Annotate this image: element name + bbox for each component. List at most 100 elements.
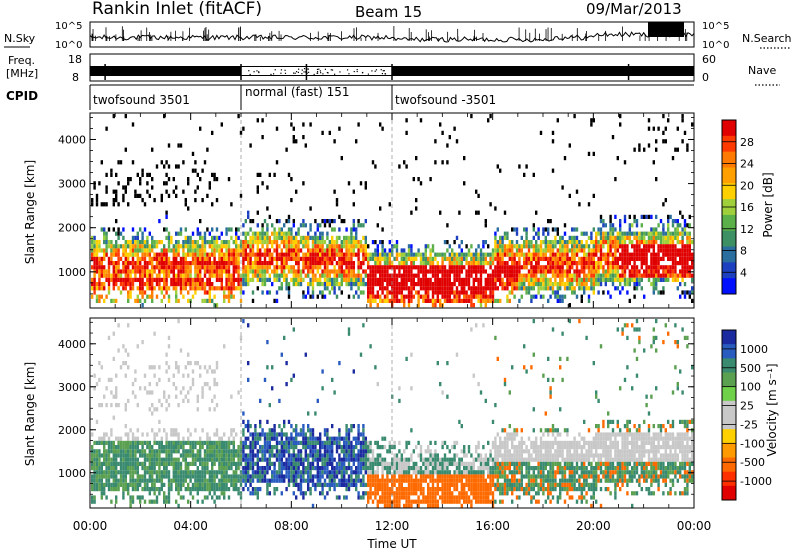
power-cell xyxy=(196,231,199,236)
power-cell xyxy=(434,160,437,165)
power-cell xyxy=(674,273,677,278)
power-cell xyxy=(196,261,199,266)
power-cell xyxy=(316,244,319,249)
velocity-cell xyxy=(213,432,216,437)
power-cbar-tick-label: 20 xyxy=(740,179,754,192)
power-cell xyxy=(554,256,557,261)
power-cell xyxy=(129,244,132,249)
power-cell xyxy=(112,277,115,282)
power-cell xyxy=(350,265,353,270)
power-cell xyxy=(640,235,643,240)
power-cell xyxy=(261,269,264,274)
power-cell xyxy=(523,286,526,291)
power-cell xyxy=(311,277,315,282)
power-cell xyxy=(580,248,583,253)
velocity-cell xyxy=(290,453,293,458)
power-cell xyxy=(259,240,262,245)
power-cell xyxy=(619,282,622,287)
power-cell xyxy=(225,252,228,257)
power-cell xyxy=(640,231,643,236)
power-cell xyxy=(676,231,679,236)
power-cell xyxy=(91,265,94,270)
velocity-cell xyxy=(115,436,118,441)
power-cell xyxy=(671,248,675,253)
power-cell xyxy=(614,177,617,182)
velocity-cell xyxy=(184,470,187,475)
power-cell xyxy=(518,244,521,249)
velocity-cell xyxy=(117,487,120,492)
velocity-cell xyxy=(139,453,142,458)
power-cell xyxy=(105,126,108,131)
power-cell xyxy=(314,273,317,278)
power-cell xyxy=(249,235,252,240)
power-cell xyxy=(311,290,315,295)
power-cell xyxy=(100,269,103,274)
velocity-cell xyxy=(271,445,274,450)
power-cell xyxy=(655,177,658,182)
power-cell xyxy=(503,235,507,240)
power-cell xyxy=(422,252,425,257)
power-cell xyxy=(275,244,279,249)
power-cbar-tick-label: 28 xyxy=(740,136,754,149)
velocity-cell xyxy=(309,449,312,454)
velocity-cell xyxy=(100,365,103,370)
power-cell xyxy=(683,256,687,261)
velocity-cell xyxy=(100,453,103,458)
velocity-cell xyxy=(268,432,271,437)
velocity-cell xyxy=(251,432,255,437)
velocity-cell xyxy=(251,487,255,492)
velocity-cell xyxy=(302,495,305,500)
power-cell xyxy=(419,286,423,291)
velocity-cell xyxy=(191,495,195,500)
power-cell xyxy=(124,147,127,152)
power-cell xyxy=(163,269,166,274)
power-cell xyxy=(388,273,391,278)
freq-ytick-bottom: 8 xyxy=(72,71,79,84)
velocity-cell xyxy=(208,457,211,462)
velocity-cell xyxy=(153,432,156,437)
power-cell xyxy=(400,265,403,270)
power-cell xyxy=(249,261,252,266)
power-cell xyxy=(585,277,588,282)
velocity-cell xyxy=(191,377,195,382)
power-cell xyxy=(357,252,360,257)
power-cell xyxy=(235,277,238,282)
power-cell xyxy=(155,244,159,249)
power-cell xyxy=(441,282,444,287)
power-cell xyxy=(511,244,514,249)
velocity-cell xyxy=(98,470,101,475)
velocity-cell xyxy=(237,474,240,479)
power-cell xyxy=(417,294,420,299)
velocity-cell xyxy=(211,487,214,492)
power-cell xyxy=(194,290,197,295)
velocity-cell xyxy=(98,487,101,492)
velocity-cell xyxy=(220,445,223,450)
power-cell xyxy=(671,219,675,224)
power-cell xyxy=(597,244,600,249)
power-cell xyxy=(410,265,413,270)
velocity-cell xyxy=(127,449,130,454)
power-cell xyxy=(391,248,394,253)
velocity-cell xyxy=(239,482,243,487)
power-cell xyxy=(249,265,252,270)
power-cell xyxy=(491,298,495,303)
power-cell xyxy=(206,282,209,287)
power-cell xyxy=(364,269,367,274)
velocity-cell xyxy=(251,491,255,496)
power-cell xyxy=(669,235,672,240)
power-cell xyxy=(323,261,327,266)
power-cell xyxy=(587,265,591,270)
power-cell xyxy=(201,256,204,261)
power-cell xyxy=(376,277,379,282)
power-cell xyxy=(333,286,336,291)
power-cell xyxy=(273,277,276,282)
power-cell xyxy=(419,265,423,270)
power-cell xyxy=(316,256,319,261)
velocity-cell xyxy=(287,436,291,441)
velocity-cell xyxy=(129,461,132,466)
power-cbar-swatch xyxy=(722,183,736,200)
power-cell xyxy=(352,219,355,224)
velocity-cell xyxy=(309,461,312,466)
power-cell xyxy=(575,240,579,245)
power-cell xyxy=(213,256,216,261)
